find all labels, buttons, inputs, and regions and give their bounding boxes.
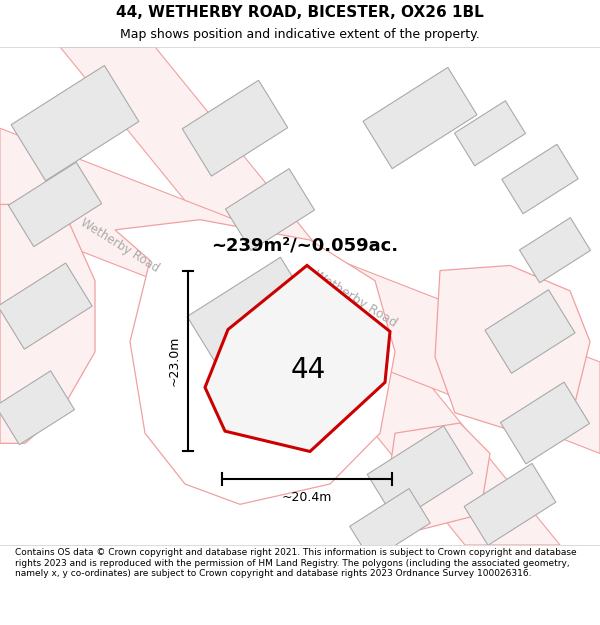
Polygon shape <box>182 80 288 176</box>
Polygon shape <box>520 217 590 282</box>
Polygon shape <box>350 489 430 561</box>
Polygon shape <box>500 382 590 464</box>
Polygon shape <box>60 47 560 545</box>
Polygon shape <box>502 144 578 214</box>
Polygon shape <box>485 290 575 373</box>
Polygon shape <box>226 169 314 251</box>
Polygon shape <box>11 66 139 181</box>
Text: Wetherby Road: Wetherby Road <box>78 216 162 274</box>
Polygon shape <box>205 266 390 451</box>
Text: Map shows position and indicative extent of the property.: Map shows position and indicative extent… <box>120 28 480 41</box>
Text: 44: 44 <box>290 356 326 384</box>
Text: Contains OS data © Crown copyright and database right 2021. This information is : Contains OS data © Crown copyright and d… <box>15 548 577 578</box>
Polygon shape <box>385 423 490 530</box>
Polygon shape <box>0 128 600 454</box>
Text: Wetherby Road: Wetherby Road <box>311 268 399 330</box>
Polygon shape <box>8 162 101 247</box>
Polygon shape <box>0 204 95 443</box>
Polygon shape <box>0 371 74 444</box>
Polygon shape <box>464 463 556 545</box>
Text: ~239m²/~0.059ac.: ~239m²/~0.059ac. <box>211 236 398 254</box>
Polygon shape <box>367 426 473 522</box>
Text: 44, WETHERBY ROAD, BICESTER, OX26 1BL: 44, WETHERBY ROAD, BICESTER, OX26 1BL <box>116 5 484 20</box>
Polygon shape <box>363 68 477 169</box>
Text: ~23.0m: ~23.0m <box>167 336 181 386</box>
Text: ~20.4m: ~20.4m <box>282 491 332 504</box>
Polygon shape <box>115 220 395 504</box>
Polygon shape <box>0 263 92 349</box>
Polygon shape <box>187 258 323 386</box>
Polygon shape <box>435 266 590 433</box>
Polygon shape <box>454 101 526 166</box>
